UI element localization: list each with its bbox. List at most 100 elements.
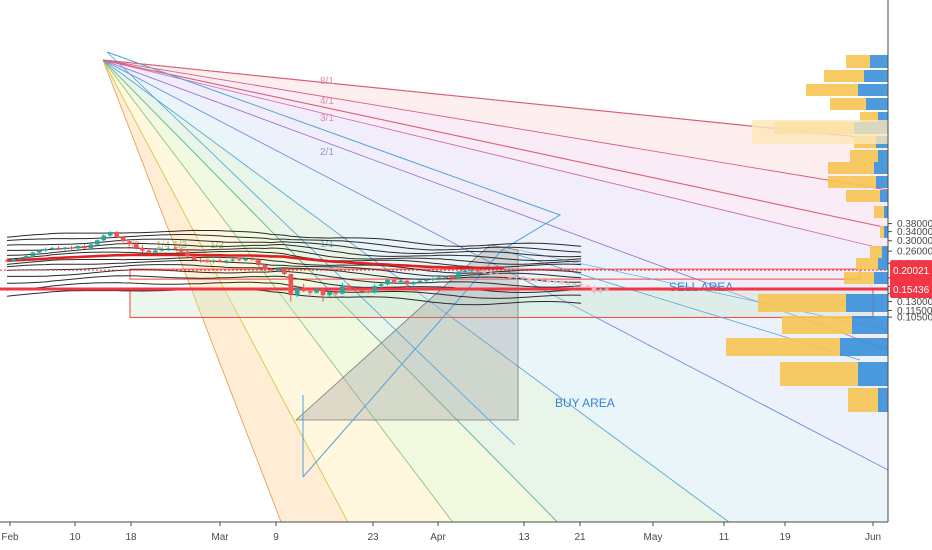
envelope-band-line xyxy=(6,264,582,283)
candle xyxy=(17,258,23,260)
volume-profile-bar xyxy=(874,272,888,284)
candle xyxy=(62,247,68,249)
candle xyxy=(307,291,313,293)
candle xyxy=(107,232,113,236)
volume-profile-bar xyxy=(858,362,888,386)
candle xyxy=(488,272,494,274)
buy-area-label: BUY AREA xyxy=(555,396,615,410)
time-tick-label: 18 xyxy=(125,532,137,543)
candle xyxy=(385,279,390,285)
candle xyxy=(69,247,74,249)
last-price-value: 0.20021 xyxy=(893,266,930,277)
candle xyxy=(411,282,416,285)
candle xyxy=(88,244,94,249)
volume-profile-bar xyxy=(846,190,880,202)
gann-fan-line xyxy=(102,59,291,546)
candle xyxy=(114,232,119,238)
candle xyxy=(275,268,281,271)
candle xyxy=(346,285,352,290)
candle xyxy=(153,250,158,253)
volume-profile-bar xyxy=(852,316,888,334)
time-tick-label: Feb xyxy=(1,532,19,543)
volume-profile-bar xyxy=(858,84,888,96)
volume-profile-bar xyxy=(806,84,858,96)
time-tick-label: May xyxy=(644,532,663,543)
time-tick-label: Mar xyxy=(211,532,229,543)
candle xyxy=(540,279,545,281)
candle xyxy=(95,240,100,245)
candle xyxy=(191,256,197,261)
volume-profile-bar xyxy=(866,98,888,110)
candle xyxy=(482,271,487,273)
price-tick-label: 0.30000 xyxy=(897,236,932,247)
candle xyxy=(262,264,268,270)
volume-profile-bar xyxy=(884,206,888,218)
volume-profile-bar xyxy=(878,112,888,124)
gann-fan-line xyxy=(102,59,581,546)
candle xyxy=(314,289,319,293)
price-tick-label: 0.11500 xyxy=(897,306,932,317)
candle xyxy=(436,277,442,279)
candle xyxy=(520,277,526,279)
volume-profile-bar xyxy=(824,70,864,82)
candle xyxy=(120,237,126,242)
candle xyxy=(546,280,552,283)
gann-fan-line xyxy=(102,59,889,471)
gann-fan-line xyxy=(102,59,889,251)
candle xyxy=(101,235,107,241)
candle xyxy=(75,246,81,249)
trend-line xyxy=(106,51,516,446)
candle xyxy=(140,247,145,251)
candle xyxy=(527,278,532,282)
gann-fan-label: 8/1 xyxy=(320,76,334,87)
candle xyxy=(217,260,223,262)
gann-fan-label: 4/1 xyxy=(320,96,334,107)
candle xyxy=(159,249,165,251)
volume-profile-bar xyxy=(880,190,888,202)
candle xyxy=(43,248,48,251)
gann-fan-line xyxy=(102,59,889,191)
candle xyxy=(127,241,132,245)
volume-profile-bar xyxy=(780,362,858,386)
drawings-layer: SELL AREA BUY AREA xyxy=(0,51,889,478)
volume-profile-bar xyxy=(828,176,876,188)
volume-profile-bar xyxy=(726,338,840,356)
price-line-badge xyxy=(890,280,932,299)
time-tick-label: 13 xyxy=(518,532,530,543)
time-tick-label: Apr xyxy=(430,532,446,543)
price-tick-label: 0.10500 xyxy=(897,313,932,324)
candle xyxy=(430,278,435,280)
candle xyxy=(230,259,236,261)
gann-fan-label: 1/8 xyxy=(126,240,140,251)
candle xyxy=(172,248,177,250)
candle xyxy=(585,285,590,287)
candle xyxy=(372,285,377,293)
candle xyxy=(578,283,584,286)
candle xyxy=(327,292,332,296)
price-tick-label: 0.38000 xyxy=(897,219,932,230)
envelope-band-line xyxy=(6,288,582,306)
volume-profile-bar xyxy=(884,226,888,238)
moving-average-line xyxy=(6,253,504,270)
candles-layer xyxy=(4,231,610,302)
time-tick-label: Jun xyxy=(865,532,881,543)
volume-profile-bar xyxy=(830,98,866,110)
candle xyxy=(146,250,152,253)
gann-fan-label: 1/4 xyxy=(156,240,170,251)
candle xyxy=(456,271,461,279)
candle xyxy=(559,281,564,284)
volume-profile-bar xyxy=(828,162,874,174)
candle xyxy=(133,244,139,248)
volume-profile-bar xyxy=(876,176,888,188)
candle xyxy=(417,280,423,283)
candle xyxy=(443,276,448,278)
volume-profile-bar xyxy=(870,55,888,68)
candle xyxy=(449,276,455,279)
gann-fan-label: 1/2 xyxy=(210,240,224,251)
price-tick-label: 0.26000 xyxy=(897,247,932,258)
candle xyxy=(185,251,190,257)
candle xyxy=(36,250,42,253)
volume-profile-bar xyxy=(870,246,882,258)
